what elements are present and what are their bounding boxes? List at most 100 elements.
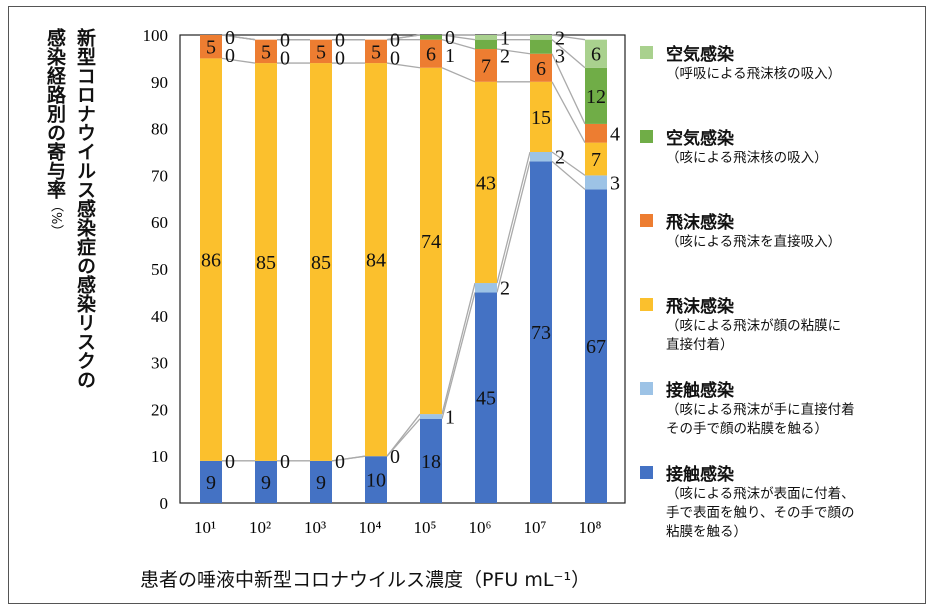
bar-segment xyxy=(475,292,497,503)
bar-segment xyxy=(310,63,332,461)
series-connector-line xyxy=(551,39,586,69)
y-tick-label: 80 xyxy=(151,120,168,139)
legend-label: 空気感染 xyxy=(666,45,734,65)
x-tick-label: 10⁵ xyxy=(414,518,437,537)
data-label: 0 xyxy=(335,48,345,70)
legend-item: 飛沫感染 （咳による飛沫を直接吸入） xyxy=(640,208,925,292)
data-label: 84 xyxy=(366,250,386,272)
series-connector-line xyxy=(441,34,476,41)
data-label: 85 xyxy=(311,252,331,274)
y-tick-label: 10 xyxy=(151,447,168,466)
bar-segment xyxy=(420,414,442,419)
data-label: 0 xyxy=(390,30,400,52)
legend-item: 空気感染 （咳による飛沫核の吸入） xyxy=(640,124,925,208)
bar-segment xyxy=(585,189,607,503)
data-label: 0 xyxy=(280,30,290,52)
legend-description: （咳による飛沫を直接吸入） xyxy=(666,234,842,250)
y-tick-label: 70 xyxy=(151,166,168,185)
legend-label: 飛沫感染 xyxy=(666,297,734,317)
legend-description: （咳による飛沫が表面に付着、 手で表面を触り、その手で顔の 粘膜を触る） xyxy=(666,486,855,540)
data-label: 15 xyxy=(531,107,551,129)
bar-segment xyxy=(475,49,497,82)
data-label: 73 xyxy=(531,322,551,344)
bar-segment xyxy=(585,142,607,176)
data-label: 67 xyxy=(586,336,606,358)
data-label: 9 xyxy=(316,472,326,494)
series-connector-line xyxy=(496,161,531,293)
data-label: 2 xyxy=(555,27,565,49)
series-connector-line xyxy=(551,160,586,190)
data-label: 1 xyxy=(445,45,455,67)
legend-description: （咳による飛沫核の吸入） xyxy=(666,150,828,166)
data-label: 85 xyxy=(256,252,276,274)
data-label: 2 xyxy=(500,45,510,67)
y-axis-unit: （%） xyxy=(48,199,63,238)
y-axis-title: 新型コロナウイルス感染症の感染リスクの 感染経路別の寄与率（%） xyxy=(40,28,100,389)
x-tick-label: 10⁴ xyxy=(359,518,382,537)
legend-swatch xyxy=(640,298,653,311)
bar-segment xyxy=(530,53,552,82)
legend-swatch xyxy=(640,46,653,59)
series-connector-line xyxy=(386,413,421,457)
y-axis-title-line2: 感染経路別の寄与率 xyxy=(44,28,66,199)
data-label: 5 xyxy=(316,41,326,63)
legend-item: 接触感染 （咳による飛沫が手に直接付着 その手で顔の粘膜を触る） xyxy=(640,376,925,460)
data-label: 0 xyxy=(335,451,345,473)
bar-segment xyxy=(200,35,222,59)
bar-segment xyxy=(475,39,497,50)
series-connector-line xyxy=(441,282,476,415)
legend-swatch xyxy=(640,382,653,395)
bar-segment xyxy=(475,283,497,293)
data-label: 0 xyxy=(280,48,290,70)
y-tick-label: 100 xyxy=(143,26,169,45)
bar-segment xyxy=(585,123,607,143)
bar-segment xyxy=(420,39,442,68)
series-connector-line xyxy=(331,455,366,462)
legend-label: 接触感染 xyxy=(666,465,734,485)
series-connector-line xyxy=(551,81,586,143)
bar-segment xyxy=(530,39,552,54)
bar-segment xyxy=(530,35,552,40)
legend-swatch xyxy=(640,466,653,479)
x-tick-label: 10³ xyxy=(304,518,326,537)
data-label: 3 xyxy=(555,45,565,67)
legend-description: （呼吸による飛沫核の吸入） xyxy=(666,66,842,82)
bar-segment xyxy=(475,35,497,40)
bar-segment xyxy=(585,67,607,124)
legend-description: （咳による飛沫が顔の粘膜に 直接付着） xyxy=(666,318,842,353)
data-label: 6 xyxy=(536,58,546,80)
series-connector-line xyxy=(551,34,586,41)
bar-segment xyxy=(420,418,442,503)
bar-segment xyxy=(530,152,552,162)
series-connector-line xyxy=(441,292,476,419)
data-label: 2 xyxy=(555,147,565,169)
series-connector-line xyxy=(551,151,586,176)
bar-segment xyxy=(255,460,277,503)
data-label: 7 xyxy=(591,149,601,171)
legend-label: 飛沫感染 xyxy=(666,213,734,233)
data-label: 4 xyxy=(610,123,620,145)
legend-swatch xyxy=(640,130,653,143)
bar-segment xyxy=(420,67,442,415)
bar-segment xyxy=(420,35,442,40)
bar-segment xyxy=(585,175,607,190)
data-label: 12 xyxy=(586,86,606,108)
data-label: 0 xyxy=(390,446,400,468)
series-connector-line xyxy=(221,34,256,41)
data-label: 6 xyxy=(591,44,601,66)
data-label: 45 xyxy=(476,388,496,410)
data-label: 7 xyxy=(481,55,491,77)
data-label: 5 xyxy=(206,37,216,59)
plot-area xyxy=(179,34,626,504)
series-connector-line xyxy=(386,62,421,69)
bar-segment xyxy=(255,63,277,461)
data-label: 6 xyxy=(426,44,436,66)
series-connector-line xyxy=(496,48,531,55)
legend: 空気感染 （呼吸による飛沫核の吸入） 空気感染 （咳による飛沫核の吸入） 飛沫感染 （咳に… xyxy=(640,40,925,544)
bar-segment xyxy=(365,63,387,457)
legend-item: 空気感染 （呼吸による飛沫核の吸入） xyxy=(640,40,925,124)
data-label: 74 xyxy=(421,231,441,253)
data-label: 0 xyxy=(445,27,455,49)
series-connector-line xyxy=(441,67,476,83)
